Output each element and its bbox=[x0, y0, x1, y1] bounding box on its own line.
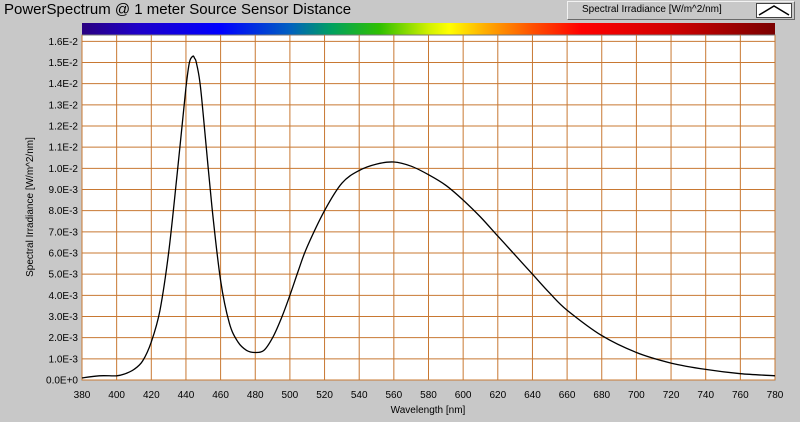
y-tick-label: 1.2E-2 bbox=[49, 122, 79, 133]
y-tick-label: 1.0E-2 bbox=[49, 164, 79, 175]
y-tick-label: 0.0E+0 bbox=[46, 376, 78, 387]
y-tick-label: 3.0E-3 bbox=[49, 312, 79, 323]
y-tick-label: 2.0E-3 bbox=[49, 333, 79, 344]
chart-title: PowerSpectrum @ 1 meter Source Sensor Di… bbox=[4, 1, 352, 18]
x-tick-label: 400 bbox=[108, 390, 125, 401]
x-tick-label: 540 bbox=[351, 390, 368, 401]
x-tick-label: 760 bbox=[732, 390, 749, 401]
x-tick-label: 560 bbox=[386, 390, 403, 401]
spectrum-bar bbox=[82, 23, 775, 35]
y-tick-label: 1.4E-2 bbox=[49, 79, 79, 90]
y-tick-label: 9.0E-3 bbox=[49, 185, 79, 196]
y-tick-label: 6.0E-3 bbox=[49, 249, 79, 260]
x-tick-label: 600 bbox=[455, 390, 472, 401]
x-tick-label: 520 bbox=[316, 390, 333, 401]
spectral-irradiance-line bbox=[81, 55, 776, 379]
y-tick-label: 5.0E-3 bbox=[49, 270, 79, 281]
x-tick-label: 440 bbox=[178, 390, 195, 401]
y-tick-label: 4.0E-3 bbox=[49, 291, 79, 302]
x-axis-title: Wavelength [nm] bbox=[391, 405, 466, 416]
y-tick-label: 1.5E-2 bbox=[49, 58, 79, 69]
x-tick-label: 640 bbox=[524, 390, 541, 401]
y-tick-label: 1.0E-3 bbox=[49, 354, 79, 365]
legend[interactable]: Spectral Irradiance [W/m^2/nm] bbox=[567, 1, 795, 20]
x-tick-label: 720 bbox=[663, 390, 680, 401]
x-tick-label: 460 bbox=[212, 390, 229, 401]
x-tick-label: 380 bbox=[74, 390, 91, 401]
y-axis-title: Spectral Irradiance [W/m^2/nm] bbox=[25, 137, 36, 277]
x-tick-label: 620 bbox=[489, 390, 506, 401]
x-tick-label: 680 bbox=[593, 390, 610, 401]
x-tick-label: 500 bbox=[282, 390, 299, 401]
x-tick-label: 700 bbox=[628, 390, 645, 401]
legend-label: Spectral Irradiance [W/m^2/nm] bbox=[582, 4, 722, 15]
y-tick-label: 1.1E-2 bbox=[49, 143, 79, 154]
x-tick-label: 420 bbox=[143, 390, 160, 401]
x-tick-label: 580 bbox=[420, 390, 437, 401]
y-tick-label: 8.0E-3 bbox=[49, 206, 79, 217]
x-tick-label: 740 bbox=[697, 390, 714, 401]
y-tick-label: 7.0E-3 bbox=[49, 227, 79, 238]
tick-labels: 380 400 420 440 460 480 500 520 540 560 580 600 620 6… bbox=[46, 37, 784, 401]
y-tick-label: 1.6E-2 bbox=[49, 37, 79, 48]
line-swatch-icon[interactable] bbox=[756, 3, 792, 18]
x-tick-label: 660 bbox=[559, 390, 576, 401]
x-tick-label: 480 bbox=[247, 390, 264, 401]
y-tick-label: 1.3E-2 bbox=[49, 100, 79, 111]
x-tick-label: 780 bbox=[767, 390, 784, 401]
grid bbox=[81, 35, 776, 381]
